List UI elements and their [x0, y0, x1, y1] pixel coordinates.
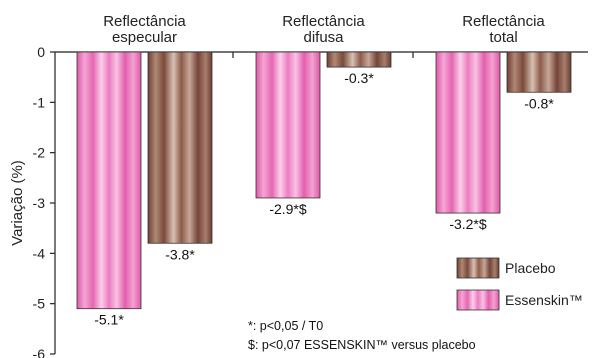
y-axis-label: Variação (%) — [9, 160, 26, 246]
data-label: -5.1* — [94, 312, 124, 328]
y-tick-label: -2 — [33, 145, 46, 161]
footnotes: *: p<0,05 / T0 $: p<0,07 ESSENSKIN™ versu… — [248, 319, 476, 352]
y-tick-label: 0 — [37, 44, 45, 60]
bar-placebo — [326, 51, 392, 68]
category-label: total — [489, 29, 517, 46]
category-labels: ReflectânciaespecularReflectânciadifusaR… — [103, 13, 545, 46]
data-label: -3.8* — [165, 246, 195, 262]
data-labels: -5.1* -3.8* -2.9*$ -0.3* -3.2*$ -0.8* — [94, 70, 554, 328]
legend-label: Placebo — [505, 260, 556, 276]
data-label: -0.8* — [524, 95, 554, 111]
bars — [76, 51, 572, 310]
data-label: -0.3* — [344, 70, 374, 86]
legend-label: Essenskin™ — [505, 292, 583, 308]
legend: Placebo Essenskin™ — [456, 257, 583, 311]
footnote: $: p<0,07 ESSENSKIN™ versus placebo — [248, 338, 476, 352]
bar-placebo — [147, 51, 213, 244]
category-label: difusa — [303, 29, 344, 46]
bar-placebo — [506, 51, 572, 93]
legend-swatch — [456, 257, 500, 279]
bar-essenskin — [255, 51, 321, 199]
category-label: Reflectância — [103, 13, 186, 30]
bar-essenskin — [76, 51, 142, 310]
data-label: -3.2*$ — [449, 216, 487, 232]
category-label: Reflectância — [282, 13, 365, 30]
y-tick-label: -5 — [33, 296, 46, 312]
y-tick-label: -6 — [33, 346, 46, 358]
footnote: *: p<0,05 / T0 — [248, 319, 323, 333]
y-axis: 0 -1 -2 -3 -4 -5 -6 Variação (%) — [9, 44, 588, 358]
bar-essenskin — [435, 51, 501, 214]
y-tick-label: -4 — [33, 245, 46, 261]
category-label: Reflectância — [462, 13, 545, 30]
y-tick-label: -1 — [33, 94, 46, 110]
category-label: especular — [112, 29, 177, 46]
legend-swatch — [456, 289, 500, 311]
y-tick-label: -3 — [33, 195, 46, 211]
data-label: -2.9*$ — [269, 201, 307, 217]
